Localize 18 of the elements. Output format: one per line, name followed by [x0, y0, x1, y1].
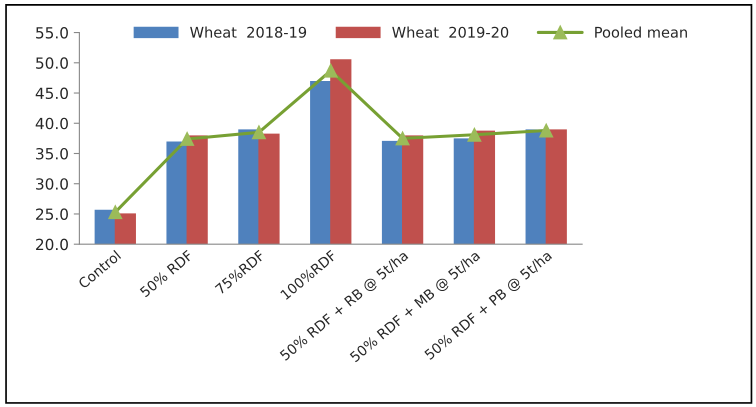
y-tick-label: 25.0: [36, 208, 68, 220]
y-tick-label: 20.0: [36, 238, 68, 250]
y-tick-label: 55.0: [36, 27, 68, 39]
y-tick-label: 45.0: [36, 87, 68, 100]
point: [324, 64, 338, 78]
point: [396, 131, 410, 146]
legend-label: Wheat 2019-20: [392, 26, 508, 38]
y-tick-label: 50.0: [36, 57, 68, 69]
legend-label: Pooled mean: [595, 26, 687, 38]
point: [467, 128, 482, 142]
point: [180, 132, 194, 146]
y-tick-label: 40.0: [36, 118, 68, 130]
point: [252, 125, 266, 140]
y-tick-label: 35.0: [36, 148, 68, 160]
y-tick-label: 30.0: [36, 178, 68, 190]
point: [108, 205, 122, 220]
legend-label: Wheat 2018-19: [190, 26, 306, 38]
point: [539, 124, 554, 138]
